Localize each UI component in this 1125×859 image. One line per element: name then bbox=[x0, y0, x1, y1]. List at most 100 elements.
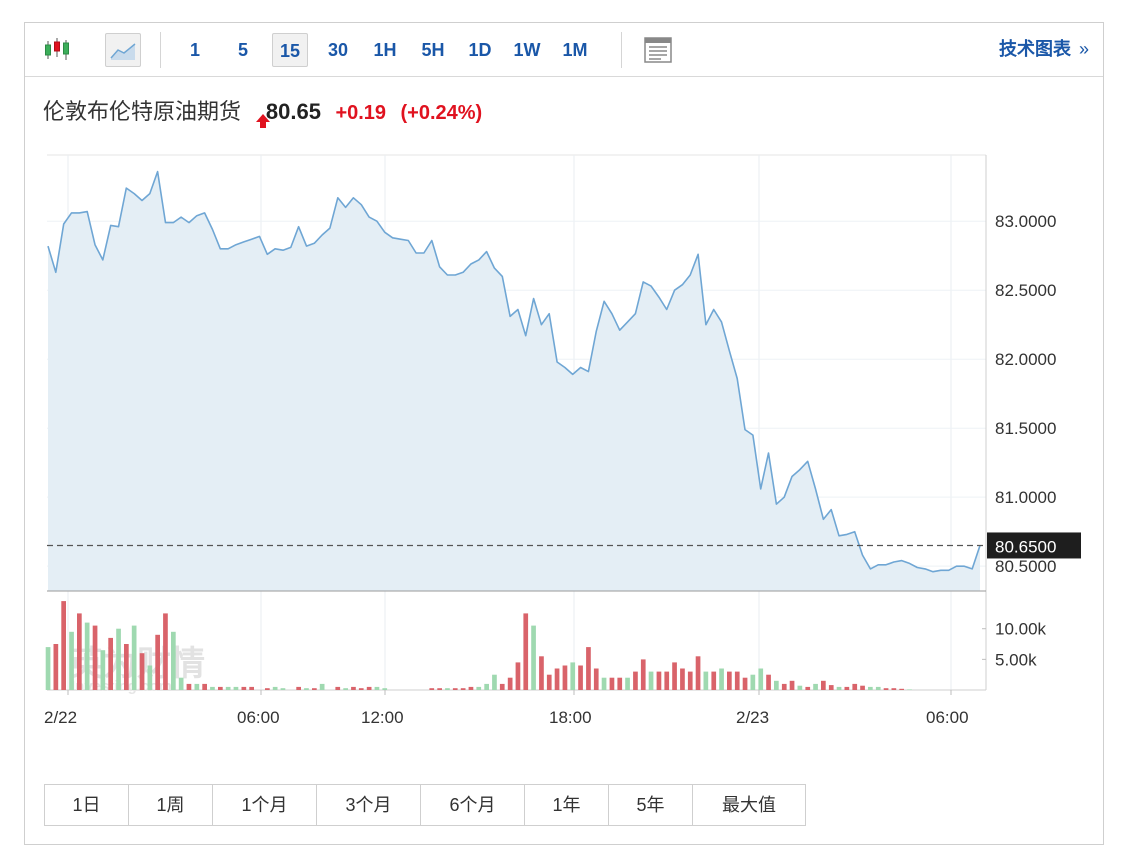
volume-bar bbox=[358, 688, 364, 690]
volume-bar bbox=[539, 656, 544, 690]
y-tick-label: 81.0000 bbox=[995, 488, 1056, 507]
chart-widget: 1 5 15 30 1H 5H 1D 1W 1M 技术图表» 伦敦布伦特原油期货 80.65 +… bbox=[24, 22, 1104, 845]
y-tick-label: 83.0000 bbox=[995, 212, 1056, 231]
volume-bar bbox=[860, 685, 865, 690]
x-tick-label: 2/23 bbox=[736, 708, 769, 727]
volume-bar bbox=[124, 644, 129, 690]
volume-bar bbox=[781, 683, 787, 690]
chart-toolbar: 1 5 15 30 1H 5H 1D 1W 1M 技术图表» bbox=[25, 23, 1103, 77]
volume-bar bbox=[711, 671, 717, 690]
volume-bar bbox=[578, 665, 583, 690]
toolbar-separator bbox=[621, 32, 622, 68]
volume-bar bbox=[907, 689, 912, 690]
volume-bar bbox=[774, 680, 779, 690]
volume-bar bbox=[570, 662, 576, 690]
y-tick-label: 81.5000 bbox=[995, 419, 1056, 438]
volume-bar bbox=[296, 686, 301, 690]
volume-bar bbox=[492, 674, 497, 690]
x-tick-label: 06:00 bbox=[926, 708, 969, 727]
volume-bar bbox=[225, 686, 231, 690]
range-selector: 1日 1周 1个月 3个月 6个月 1年 5年 最大值 bbox=[44, 784, 806, 826]
area-chart-icon[interactable] bbox=[105, 33, 141, 67]
interval-1w[interactable]: 1W bbox=[513, 40, 541, 60]
volume-bar bbox=[515, 662, 521, 690]
volume-bar bbox=[304, 688, 309, 690]
volume-bar bbox=[546, 674, 552, 690]
volume-bar bbox=[280, 688, 286, 690]
volume-bar bbox=[366, 686, 372, 690]
range-button-4[interactable]: 6个月 bbox=[421, 785, 525, 825]
volume-bar bbox=[335, 686, 341, 690]
volume-bar bbox=[742, 677, 748, 690]
volume-bar bbox=[499, 683, 505, 690]
last-price: 80.65 bbox=[265, 99, 321, 124]
volume-bar bbox=[703, 671, 709, 690]
volume-bar bbox=[507, 677, 513, 690]
volume-bar bbox=[92, 625, 98, 690]
volume-bar bbox=[766, 674, 771, 690]
interval-5h[interactable]: 5H bbox=[421, 40, 445, 60]
interval-30[interactable]: 30 bbox=[327, 40, 349, 60]
candlestick-icon[interactable] bbox=[41, 33, 75, 67]
y-tick-label: 82.0000 bbox=[995, 350, 1056, 369]
volume-bar bbox=[116, 628, 121, 690]
technical-chart-label: 技术图表 bbox=[998, 39, 1071, 59]
volume-bar bbox=[805, 686, 811, 690]
instrument-name: 伦敦布伦特原油期货 bbox=[43, 99, 242, 124]
range-button-3[interactable]: 3个月 bbox=[317, 785, 421, 825]
interval-1[interactable]: 1 bbox=[189, 40, 200, 60]
interval-15[interactable]: 15 bbox=[272, 33, 308, 67]
price-chart[interactable]: 英为财情Investing.com83.000082.500082.000081… bbox=[25, 23, 1103, 763]
volume-bar bbox=[437, 688, 442, 690]
price-change-percent: (+0.24%) bbox=[400, 102, 483, 124]
volume-bar bbox=[868, 686, 873, 690]
volume-bar bbox=[828, 685, 834, 690]
volume-bar bbox=[312, 688, 317, 690]
range-button-2[interactable]: 1个月 bbox=[213, 785, 317, 825]
table-icon[interactable] bbox=[641, 33, 675, 67]
volume-bar bbox=[178, 677, 184, 690]
volume-bar bbox=[108, 637, 113, 690]
volume-tick-label: 5.00k bbox=[995, 650, 1037, 669]
volume-bar bbox=[84, 622, 90, 690]
price-line bbox=[47, 170, 981, 573]
volume-bar bbox=[531, 625, 536, 690]
volume-bar bbox=[382, 688, 388, 690]
volume-bar bbox=[821, 680, 826, 690]
range-button-7[interactable]: 最大值 bbox=[722, 795, 776, 815]
interval-1d[interactable]: 1D bbox=[468, 40, 492, 60]
volume-bar bbox=[680, 668, 685, 690]
volume-bar bbox=[875, 686, 881, 690]
volume-bar bbox=[186, 683, 192, 690]
technical-chart-link[interactable]: 技术图表 » bbox=[999, 35, 1089, 61]
volume-bar bbox=[523, 613, 529, 690]
volume-bar bbox=[734, 671, 740, 690]
volume-bar bbox=[852, 683, 858, 690]
x-tick-label: 12:00 bbox=[361, 708, 404, 727]
volume-bar bbox=[171, 631, 176, 690]
interval-1m[interactable]: 1M bbox=[562, 40, 588, 60]
interval-5[interactable]: 5 bbox=[237, 40, 248, 60]
volume-bar bbox=[139, 653, 145, 690]
volume-bar bbox=[429, 688, 435, 690]
volume-bar bbox=[836, 686, 842, 690]
price-change: +0.19 bbox=[335, 102, 387, 124]
range-button-6[interactable]: 5年 bbox=[609, 785, 693, 825]
range-button-5[interactable]: 1年 bbox=[525, 785, 609, 825]
interval-1h[interactable]: 1H bbox=[373, 40, 397, 60]
toolbar-separator bbox=[160, 32, 161, 68]
volume-bar bbox=[484, 683, 489, 690]
volume-bar bbox=[69, 631, 74, 690]
range-button-0[interactable]: 1日 bbox=[45, 785, 129, 825]
volume-bar bbox=[452, 688, 458, 690]
volume-bar bbox=[601, 677, 607, 690]
range-button-1[interactable]: 1周 bbox=[129, 785, 213, 825]
volume-bar bbox=[758, 668, 764, 690]
volume-bar bbox=[476, 686, 482, 690]
volume-bar bbox=[77, 613, 82, 690]
volume-bar bbox=[813, 683, 818, 690]
volume-bar bbox=[593, 668, 599, 690]
volume-bar bbox=[343, 688, 348, 690]
last-price-tag bbox=[987, 532, 1081, 559]
volume-tick-label: 10.00k bbox=[995, 620, 1047, 639]
